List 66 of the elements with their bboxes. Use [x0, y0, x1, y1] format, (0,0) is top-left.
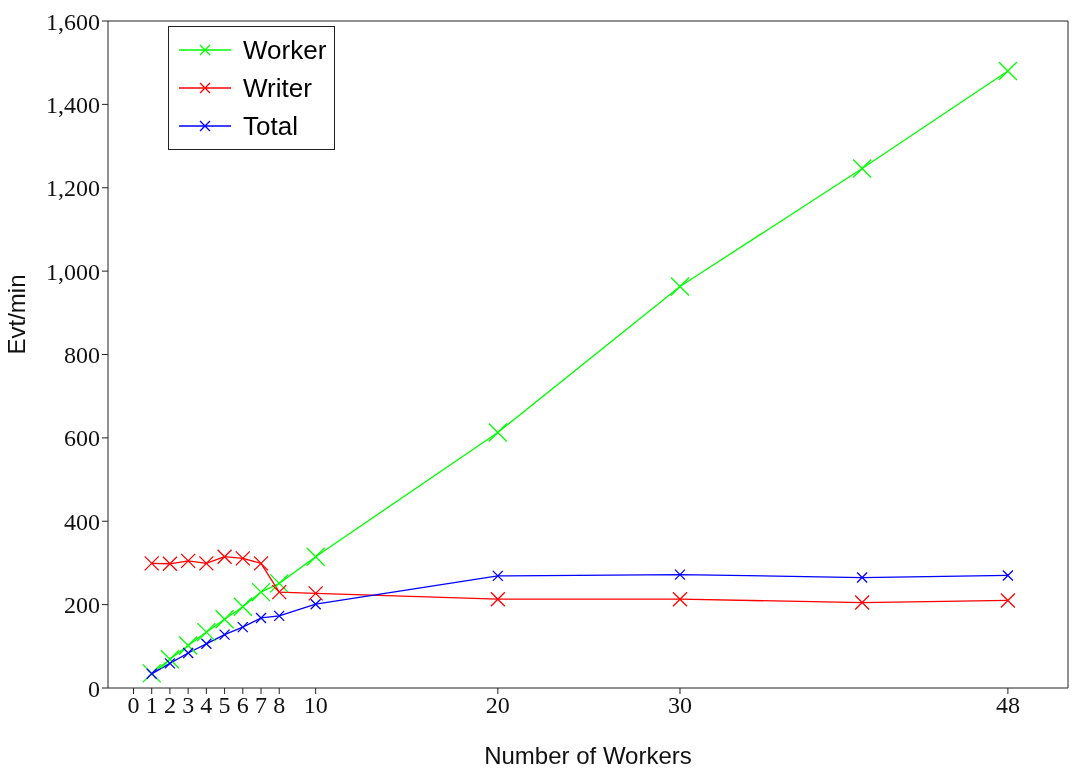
x-tick-label: 6: [236, 692, 249, 719]
point: [235, 550, 251, 566]
y-axis-title: Evt/min: [2, 274, 30, 355]
point: [182, 647, 194, 659]
point: [142, 663, 162, 684]
point: [178, 635, 198, 656]
x-tick-label: 10: [303, 692, 328, 719]
y-tick-label: 1,200: [46, 175, 100, 202]
x-axis-title: Number of Workers: [484, 742, 692, 769]
point: [198, 555, 215, 571]
x-tick-label: 2: [163, 692, 176, 719]
x-tick-label: 3: [182, 692, 195, 719]
point: [852, 158, 872, 179]
x-tick-label: 5: [218, 692, 231, 719]
point: [273, 610, 285, 622]
y-tick-label: 1,000: [46, 258, 100, 285]
y-tick-label: 1,600: [46, 8, 100, 35]
x-tick-label: 30: [667, 692, 692, 719]
point: [180, 553, 196, 569]
point: [306, 547, 326, 567]
x-tick-label: 20: [485, 692, 510, 719]
point: [308, 585, 324, 602]
point: [998, 61, 1018, 81]
x-tick-label: 8: [273, 692, 286, 719]
point: [854, 594, 870, 611]
point: [200, 638, 213, 650]
point: [214, 609, 235, 629]
x-tick-label: 4: [200, 692, 213, 719]
point: [269, 573, 289, 594]
legend-label: Worker: [243, 34, 327, 66]
point: [164, 657, 176, 670]
y-tick-label: 600: [64, 425, 100, 452]
point: [310, 598, 322, 610]
point: [488, 422, 508, 443]
point: [490, 591, 506, 607]
point: [237, 621, 249, 633]
point: [492, 570, 504, 582]
point: [856, 571, 868, 584]
x-tick-label: 0: [127, 692, 140, 719]
x-tick-label: 7: [255, 692, 268, 719]
point: [271, 584, 287, 600]
point: [253, 555, 269, 571]
point: [218, 628, 231, 641]
point: [251, 582, 271, 602]
point: [146, 668, 158, 680]
point: [233, 597, 253, 617]
x-tick-label: 48: [995, 692, 1020, 719]
point: [216, 549, 233, 565]
point: [160, 649, 180, 669]
y-tick-label: 1,400: [46, 91, 100, 118]
point: [196, 622, 217, 642]
point: [670, 276, 690, 297]
y-tick-label: 400: [64, 508, 100, 535]
point: [1000, 592, 1016, 609]
point: [144, 555, 160, 571]
point: [674, 568, 686, 581]
point: [255, 612, 267, 624]
y-tick-label: 200: [64, 592, 100, 619]
legend-label: Writer: [243, 72, 312, 104]
point: [1002, 569, 1014, 582]
x-tick-label: 1: [145, 692, 158, 719]
y-tick-label: 0: [88, 675, 100, 702]
point: [672, 591, 688, 607]
legend-label: Total: [243, 110, 298, 142]
y-tick-label: 800: [64, 342, 100, 369]
point: [162, 556, 178, 572]
